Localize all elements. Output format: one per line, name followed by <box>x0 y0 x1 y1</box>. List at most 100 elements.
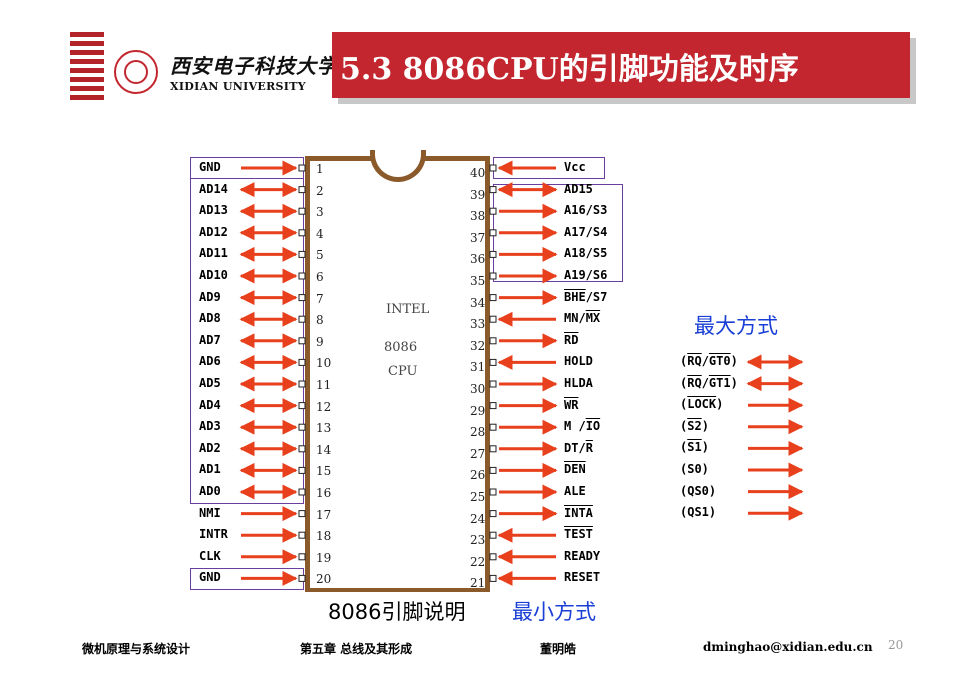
left-pin-label: AD9 <box>199 289 221 304</box>
right-pin-terminal <box>489 423 497 431</box>
right-pin-label: DEN <box>564 462 586 477</box>
right-pin-number: 32 <box>470 338 486 353</box>
university-seal-logo <box>114 50 158 94</box>
right-pin-label: MN/MX <box>564 311 601 326</box>
left-pin-terminal <box>298 553 306 561</box>
left-pin-number: 12 <box>316 399 332 414</box>
left-pin-label: AD4 <box>199 397 221 412</box>
left-pin-label: AD14 <box>199 181 228 196</box>
max-mode-signal: (RQ/GT0) <box>680 354 738 368</box>
left-pin-label: AD10 <box>199 268 228 282</box>
left-pin-terminal <box>298 272 306 280</box>
right-pin-label: RESET <box>564 570 601 585</box>
chip-model: 8086 <box>384 340 418 355</box>
left-pin-number: 15 <box>316 464 332 479</box>
left-pin-number: 10 <box>316 356 332 371</box>
right-pin-label: A18/S5 <box>564 246 608 261</box>
left-pin-number: 11 <box>316 378 332 392</box>
right-pin-terminal <box>489 488 497 496</box>
left-pin-number: 1 <box>316 162 324 176</box>
left-pin-label: GND <box>199 570 221 585</box>
right-pin-number: 23 <box>470 533 486 548</box>
right-pin-terminal <box>489 510 497 518</box>
footer-author: 董明皓 <box>540 642 577 656</box>
left-pin-label: AD3 <box>199 419 221 434</box>
right-pin-number: 21 <box>470 576 486 591</box>
right-pin-number: 31 <box>470 360 486 375</box>
max-mode-signal: (S2) <box>680 418 709 433</box>
left-pin-label: AD7 <box>199 332 221 347</box>
right-pin-number: 29 <box>470 403 486 418</box>
right-pin-label: HOLD <box>564 354 593 369</box>
right-pin-label: HLDA <box>564 376 593 390</box>
right-pin-number: 28 <box>470 425 486 440</box>
right-pin-number: 40 <box>470 166 486 180</box>
left-pin-number: 3 <box>316 205 324 220</box>
footer-email: dminghao@xidian.edu.cn <box>703 640 873 654</box>
right-pin-number: 24 <box>470 511 486 526</box>
left-pin-number: 20 <box>316 572 332 587</box>
right-pin-number: 39 <box>470 187 486 202</box>
left-pin-label: AD5 <box>199 376 221 390</box>
left-pin-terminal <box>298 207 306 215</box>
right-pin-number: 30 <box>470 382 486 396</box>
left-pin-terminal <box>298 164 306 172</box>
right-pin-number: 34 <box>470 295 486 310</box>
right-pin-label: TEST <box>564 527 593 542</box>
left-pin-terminal <box>298 510 306 518</box>
left-pin-label: AD6 <box>199 354 221 369</box>
left-pin-number: 16 <box>316 486 332 500</box>
right-pin-terminal <box>489 445 497 453</box>
university-name-en: XIDIAN UNIVERSITY <box>170 80 306 93</box>
right-pin-label: BHE/S7 <box>564 289 608 304</box>
left-pin-terminal <box>298 488 306 496</box>
right-pin-terminal <box>489 531 497 539</box>
right-pin-label: WR <box>564 397 579 412</box>
left-pin-terminal <box>298 186 306 194</box>
pin-description-caption: 8086引脚说明 <box>328 600 466 624</box>
left-pin-number: 13 <box>316 421 332 436</box>
max-mode-label: 最大方式 <box>694 314 778 338</box>
left-pin-label: GND <box>199 160 221 174</box>
left-pin-terminal <box>298 402 306 410</box>
page-number: 20 <box>888 638 904 652</box>
left-pin-label: AD13 <box>199 203 228 218</box>
left-pin-number: 18 <box>316 529 332 544</box>
right-pin-terminal <box>489 207 497 215</box>
right-pin-terminal <box>489 466 497 474</box>
right-pin-label: M /IO <box>564 419 601 434</box>
right-pin-label: RD <box>564 332 579 347</box>
right-pin-terminal <box>489 553 497 561</box>
left-pin-label: AD1 <box>199 462 221 477</box>
right-pin-number: 38 <box>470 209 486 224</box>
right-pin-label: AD15 <box>564 181 593 196</box>
right-pin-terminal <box>489 186 497 194</box>
left-pin-number: 2 <box>316 183 324 198</box>
right-pin-label: A17/S4 <box>564 224 608 239</box>
left-pin-terminal <box>298 380 306 388</box>
left-pin-label: NMI <box>199 505 221 520</box>
left-pin-terminal <box>298 574 306 582</box>
max-mode-signal: (LOCK) <box>680 397 724 412</box>
right-pin-terminal <box>489 315 497 323</box>
left-pin-number: 19 <box>316 550 332 565</box>
left-pin-terminal <box>298 229 306 237</box>
right-pin-terminal <box>489 294 497 302</box>
right-pin-label: DT/R <box>564 440 593 455</box>
right-pin-terminal <box>489 164 497 172</box>
right-pin-terminal <box>489 574 497 582</box>
left-pin-label: AD2 <box>199 440 221 455</box>
right-pin-number: 36 <box>470 252 486 267</box>
chip-type: CPU <box>388 364 418 379</box>
right-pin-terminal <box>489 337 497 345</box>
right-pin-label: Vcc <box>564 160 586 174</box>
chip-maker: INTEL <box>386 302 430 317</box>
right-pin-label: A16/S3 <box>564 203 608 218</box>
left-pin-number: 17 <box>316 507 332 522</box>
left-pin-number: 8 <box>316 313 324 328</box>
right-pin-number: 22 <box>470 554 486 569</box>
left-pin-number: 9 <box>316 334 324 349</box>
right-pin-terminal <box>489 229 497 237</box>
left-pin-label: CLK <box>199 548 221 563</box>
left-pin-number: 7 <box>316 291 324 306</box>
